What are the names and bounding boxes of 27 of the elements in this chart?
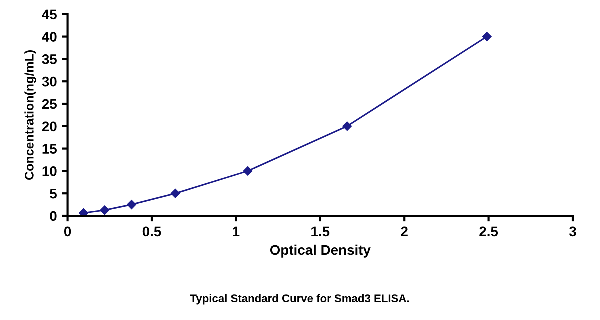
x-tick-label: 3 <box>569 226 576 237</box>
x-tick-label: 2.5 <box>480 226 498 237</box>
point <box>170 188 180 198</box>
y-tick-label: 0 <box>50 211 57 222</box>
y-tick-label: 20 <box>42 122 57 132</box>
x-tick-label: 0 <box>64 226 72 237</box>
point <box>342 122 352 132</box>
text: Typical Standard Curve for Smad3 ELISA. <box>190 294 410 305</box>
y-tick-label: 15 <box>42 144 57 154</box>
y-tick-label: 35 <box>42 54 57 64</box>
x-axis-title: Optical Density <box>270 244 371 258</box>
point <box>482 32 492 42</box>
y-tick-label: 5 <box>50 189 57 199</box>
point <box>100 206 110 216</box>
x-tick-label: 1 <box>233 226 240 236</box>
point <box>127 200 136 210</box>
y-tick-label: 45 <box>42 10 57 20</box>
y-tick-label: 25 <box>42 99 57 110</box>
y-tick-label: 40 <box>42 32 57 42</box>
point <box>79 208 88 216</box>
x-tick-label: 2 <box>401 226 408 236</box>
x-tick-label: 0.5 <box>142 226 162 237</box>
y-axis-title: Concentration(ng/mL) <box>24 50 36 180</box>
y-tick-label: 30 <box>42 76 57 87</box>
y-tick-label: 10 <box>42 166 57 176</box>
x-tick-label: 1.5 <box>312 226 330 237</box>
point <box>243 166 253 176</box>
